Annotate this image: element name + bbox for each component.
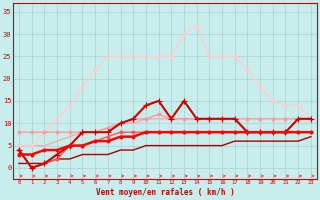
X-axis label: Vent moyen/en rafales ( km/h ): Vent moyen/en rafales ( km/h ) [96, 188, 234, 197]
